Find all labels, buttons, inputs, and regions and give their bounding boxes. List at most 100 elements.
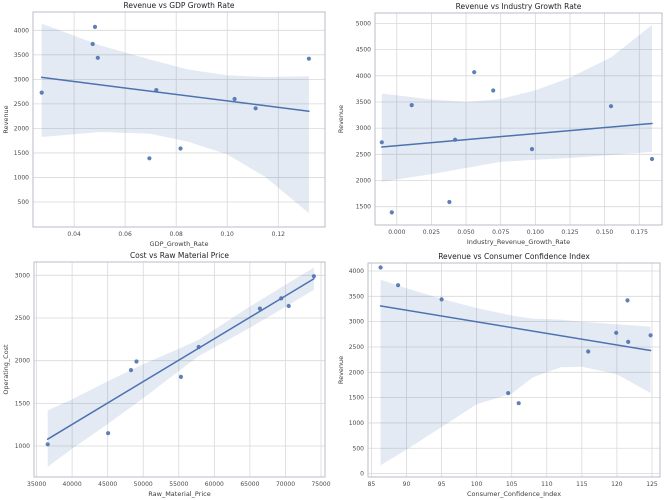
x-tick-labels: 35000 40000 45000 50000 55000 60000 65000 70000… bbox=[27, 481, 331, 488]
data-point bbox=[95, 55, 100, 60]
y-tick-labels: 1500 2000 2500 3000 3500 4000 4500 5000 bbox=[356, 21, 371, 211]
y-tick-label: 3000 bbox=[15, 272, 30, 279]
x-tick-label: 0.125 bbox=[561, 229, 578, 236]
data-point bbox=[506, 391, 511, 396]
y-tick-label: 2000 bbox=[15, 358, 30, 365]
confidence-band bbox=[381, 25, 652, 182]
y-tick-label: 2000 bbox=[356, 178, 371, 185]
x-tick-label: 0.025 bbox=[423, 229, 440, 236]
data-point bbox=[625, 298, 630, 303]
chart-canvas-revenue-vs-consumer-confidence: 85 90 95 100 105 110 115 120 125 0 500 1000 1500 2000… bbox=[337, 252, 661, 498]
x-tick-label: 40000 bbox=[63, 481, 82, 488]
scatter-points bbox=[39, 24, 311, 161]
y-tick-label: 1000 bbox=[349, 420, 364, 427]
data-point bbox=[257, 306, 262, 311]
x-tick-label: 120 bbox=[611, 481, 623, 488]
chart-title: Cost vs Raw Material Price bbox=[130, 251, 229, 260]
data-point bbox=[311, 274, 316, 279]
y-tick-labels: 0 500 1000 1500 2000 2500 3000 3500 4000 bbox=[349, 268, 364, 478]
x-tick-label: 0.06 bbox=[118, 231, 132, 238]
data-point bbox=[92, 24, 98, 29]
regression-line bbox=[46, 277, 315, 440]
x-tick-label: 90 bbox=[403, 481, 411, 488]
x-tick-labels: 0.04 0.06 0.08 0.10 0.12 bbox=[67, 231, 285, 238]
x-axis-label: Raw_Material_Price bbox=[148, 490, 210, 498]
chart-title: Revenue vs Consumer Confidence Index bbox=[438, 252, 590, 261]
x-tick-label: 95 bbox=[438, 481, 446, 488]
plot-area bbox=[34, 262, 325, 477]
x-tick-label: 0.150 bbox=[596, 229, 613, 236]
y-axis-label: Revenue bbox=[337, 356, 345, 384]
x-tick-label: 0.175 bbox=[631, 229, 648, 236]
x-tick-label: 100 bbox=[471, 481, 483, 488]
x-tick-label: 110 bbox=[541, 481, 553, 488]
data-point bbox=[648, 333, 653, 338]
data-point bbox=[439, 297, 444, 302]
x-tick-label: 75000 bbox=[311, 481, 330, 488]
plot-border bbox=[374, 12, 663, 226]
data-point bbox=[90, 41, 95, 47]
data-point bbox=[379, 140, 384, 145]
data-point bbox=[447, 199, 452, 205]
y-tick-label: 2500 bbox=[349, 344, 364, 351]
x-axis-label: GDP_Growth_Rate bbox=[150, 240, 209, 248]
y-tick-label: 2500 bbox=[15, 315, 30, 322]
x-tick-label: 105 bbox=[506, 481, 518, 488]
x-tick-label: 35000 bbox=[27, 481, 46, 488]
x-axis-label: Industry_Revenue_Growth_Rate bbox=[467, 238, 570, 246]
chart-title: Revenue vs Industry Growth Rate bbox=[456, 2, 582, 11]
y-tick-label: 5000 bbox=[356, 21, 371, 28]
data-point bbox=[306, 56, 311, 61]
data-point bbox=[178, 374, 183, 379]
x-tick-label: 0.050 bbox=[457, 229, 474, 236]
gridlines bbox=[34, 262, 325, 477]
chart-canvas-cost-vs-raw-material: 35000 40000 45000 50000 55000 60000 65000 70000… bbox=[2, 251, 331, 498]
chart-title: Revenue vs GDP Growth Rate bbox=[124, 1, 235, 10]
x-tick-label: 70000 bbox=[276, 481, 295, 488]
scatter-points bbox=[45, 274, 316, 447]
y-tick-label: 1500 bbox=[14, 150, 29, 157]
x-tick-label: 125 bbox=[646, 481, 658, 488]
y-tick-label: 2000 bbox=[14, 125, 29, 132]
y-tick-label: 500 bbox=[353, 445, 365, 452]
y-tick-label: 0 bbox=[360, 471, 364, 478]
data-point bbox=[608, 104, 614, 109]
y-tick-label: 2000 bbox=[349, 369, 364, 376]
x-tick-label: 55000 bbox=[169, 481, 188, 488]
chart-canvas-revenue-vs-gdp: 0.04 0.06 0.08 0.10 0.12 500 1000 1500 2000 2500 3… bbox=[2, 1, 326, 248]
data-point bbox=[39, 90, 44, 95]
data-point bbox=[396, 283, 401, 288]
y-tick-label: 1500 bbox=[349, 395, 364, 402]
regression-line bbox=[40, 76, 310, 112]
data-point bbox=[529, 147, 535, 152]
data-point bbox=[253, 106, 258, 111]
x-tick-label: 115 bbox=[576, 481, 588, 488]
data-point bbox=[279, 296, 284, 301]
y-tick-label: 1000 bbox=[14, 175, 29, 182]
x-tick-label: 65000 bbox=[240, 481, 259, 488]
y-tick-label: 3500 bbox=[14, 52, 29, 59]
data-point bbox=[409, 103, 414, 108]
plot-border bbox=[33, 261, 326, 478]
x-tick-labels: 85 90 95 100 105 110 115 120 125 bbox=[368, 481, 658, 488]
gridlines bbox=[375, 13, 662, 225]
gridlines bbox=[33, 12, 325, 227]
data-point bbox=[196, 344, 201, 350]
x-tick-label: 60000 bbox=[205, 481, 224, 488]
confidence-band bbox=[47, 267, 314, 467]
data-point bbox=[106, 431, 111, 436]
data-point bbox=[614, 330, 619, 335]
scatter-points bbox=[379, 70, 655, 215]
data-point bbox=[134, 359, 139, 364]
y-tick-labels: 500 1000 1500 2000 2500 3000 3500 4000 bbox=[14, 27, 29, 206]
confidence-band bbox=[380, 279, 651, 466]
y-tick-label: 3000 bbox=[14, 76, 29, 83]
y-tick-label: 4000 bbox=[14, 27, 29, 34]
data-point bbox=[472, 70, 477, 75]
y-tick-label: 500 bbox=[18, 199, 30, 206]
data-point bbox=[516, 401, 521, 406]
gridlines bbox=[368, 263, 660, 477]
plot-border bbox=[32, 11, 326, 228]
data-point bbox=[453, 137, 458, 142]
subplot-revenue-vs-consumer-confidence: 85 90 95 100 105 110 115 120 125 0 500 1000 1500 2000… bbox=[335, 250, 669, 500]
